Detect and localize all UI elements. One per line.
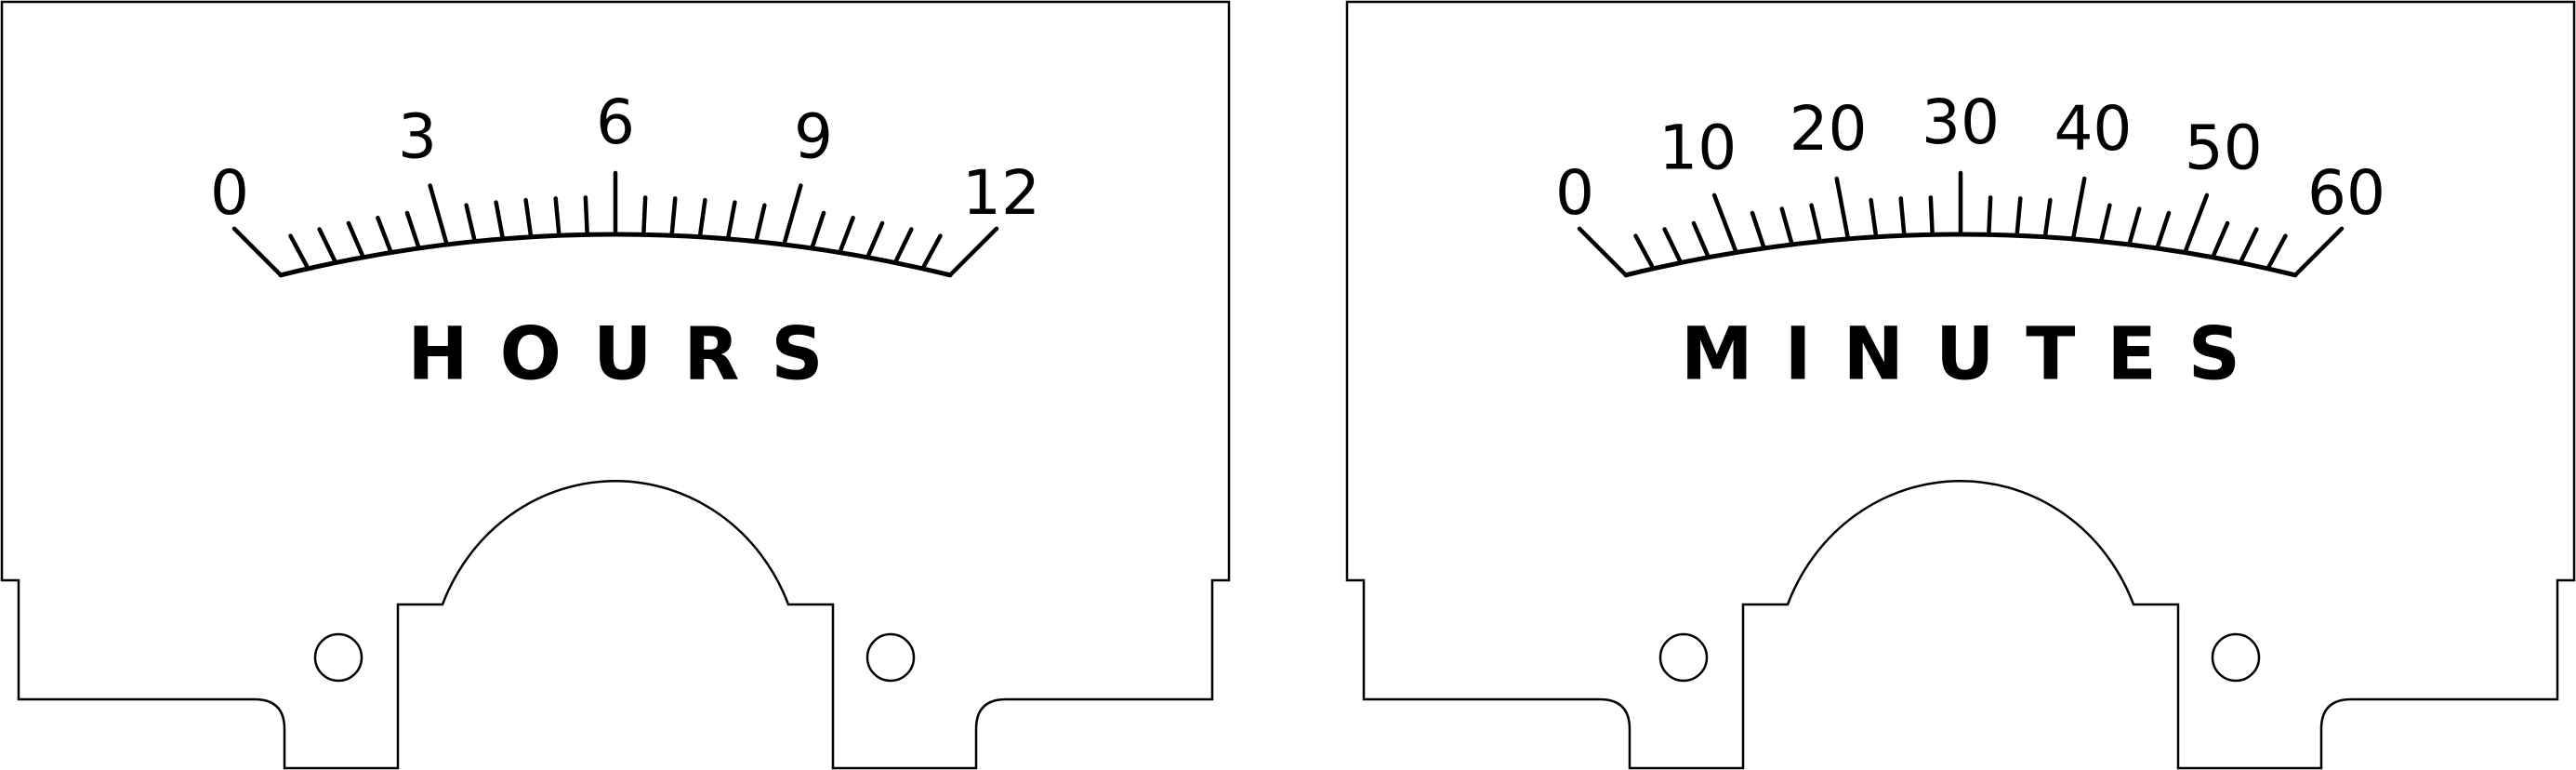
scale-label-0: 0: [1555, 157, 1594, 229]
minor-tick: [346, 220, 366, 259]
major-tick: [2070, 176, 2087, 242]
minor-tick: [865, 220, 885, 259]
minor-tick: [317, 227, 338, 265]
minor-tick: [494, 200, 506, 242]
major-tick: [1834, 176, 1851, 242]
scale-label-0: 0: [210, 157, 249, 229]
minor-tick: [583, 195, 589, 237]
minor-tick: [669, 196, 678, 238]
panel-outline: [1345, 0, 2576, 770]
minor-tick: [1779, 206, 1794, 247]
minor-tick: [1928, 195, 1935, 237]
scale-label-12: 12: [962, 157, 1040, 229]
scale-start-mark: [1577, 226, 1629, 278]
mounting-hole-left: [1658, 632, 1709, 683]
scale-start-mark: [231, 226, 284, 278]
minor-tick: [2155, 210, 2172, 251]
mounting-hole-right: [2211, 632, 2261, 683]
major-tick: [782, 183, 803, 247]
minor-tick: [697, 197, 707, 240]
minor-tick: [838, 215, 855, 255]
scale-end-mark: [2292, 226, 2345, 278]
scale-label-3: 3: [398, 100, 437, 172]
minutes-title: MINUTES: [1681, 312, 2272, 396]
major-tick: [428, 183, 449, 247]
minor-tick: [2210, 220, 2230, 259]
minor-tick: [553, 196, 561, 238]
minor-tick: [2042, 197, 2053, 240]
minor-tick: [2098, 203, 2112, 244]
minor-tick: [288, 233, 310, 272]
minor-tick: [2238, 227, 2259, 265]
minutes-meter-face: 0 10 20 30 40 50 60 MINUTES: [1345, 0, 2576, 770]
minor-tick: [2266, 233, 2288, 272]
minor-tick: [1898, 196, 1907, 238]
minor-tick: [2127, 206, 2142, 247]
scale-label-6: 6: [596, 86, 635, 158]
scale-label-20: 20: [1790, 93, 1868, 165]
minor-tick: [464, 203, 478, 244]
scale-end-mark: [947, 226, 999, 278]
minor-tick: [1750, 210, 1766, 251]
minor-tick: [376, 215, 393, 255]
minor-tick: [920, 233, 943, 272]
scale-label-60: 60: [2307, 157, 2385, 229]
minor-tick: [1633, 233, 1656, 272]
minor-tick: [1869, 197, 1879, 240]
minor-tick: [523, 197, 534, 240]
minor-tick: [1691, 220, 1711, 259]
scale-label-40: 40: [2054, 93, 2132, 165]
minor-tick: [1987, 195, 1993, 237]
minor-tick: [753, 203, 767, 244]
hours-meter-face: 0 3 6 9 12 HOURS: [0, 0, 1231, 770]
minor-tick: [404, 210, 421, 251]
minor-tick: [810, 210, 826, 251]
scale-label-50: 50: [2185, 112, 2263, 183]
minor-tick: [725, 200, 737, 242]
scale-label-30: 30: [1922, 86, 2000, 158]
minor-tick: [1662, 227, 1684, 265]
minor-tick: [641, 195, 648, 237]
scale-label-10: 10: [1658, 112, 1737, 183]
minor-tick: [2015, 196, 2023, 238]
minor-tick: [1809, 203, 1823, 244]
major-tick: [2183, 192, 2210, 255]
mounting-hole-right: [865, 632, 916, 683]
mounting-hole-left: [313, 632, 363, 683]
major-tick: [1711, 192, 1738, 255]
minor-tick: [892, 227, 914, 265]
panel-outline: [0, 0, 1231, 770]
hours-title: HOURS: [407, 312, 854, 396]
scale-label-9: 9: [794, 100, 833, 172]
